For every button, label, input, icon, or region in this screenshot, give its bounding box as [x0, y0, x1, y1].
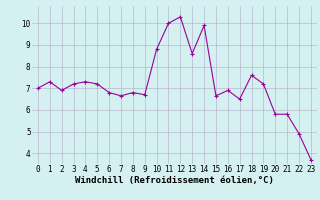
- X-axis label: Windchill (Refroidissement éolien,°C): Windchill (Refroidissement éolien,°C): [75, 176, 274, 185]
